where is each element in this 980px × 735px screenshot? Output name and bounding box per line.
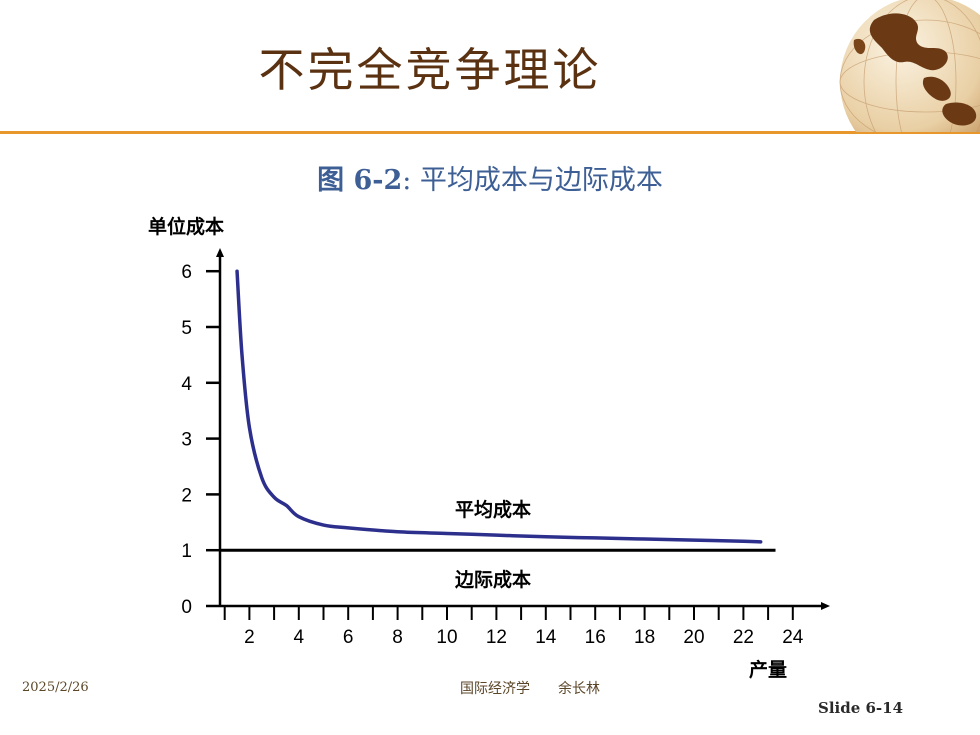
y-axis-arrow [216,248,224,257]
x-axis-arrow [821,602,830,610]
y-tick-label: 0 [181,597,192,618]
x-tick-label: 16 [585,627,606,648]
average-cost-label: 平均成本 [455,498,531,521]
y-tick-label: 1 [181,541,192,562]
x-tick-label: 8 [392,627,403,648]
x-tick-label: 20 [683,627,704,648]
figure-label: 图 6-2 [317,165,403,196]
x-tick-label: 6 [343,627,354,648]
footer-date: 2025/2/26 [22,680,89,695]
x-axis-label: 产量 [749,658,787,681]
x-tick-label: 12 [486,627,507,648]
x-tick-label: 2 [244,627,255,648]
average-cost-curve [235,269,763,544]
x-tick-label: 18 [634,627,655,648]
figure-title: 图 6-2: 平均成本与边际成本 [0,158,980,197]
x-tick-label: 4 [294,627,305,648]
slide-number: Slide 6-14 [818,699,904,717]
figure-caption: : 平均成本与边际成本 [402,165,663,196]
y-tick-label: 2 [181,485,192,506]
y-tick-label: 5 [181,318,192,339]
slide-title: 不完全竞争理论 [258,43,602,97]
x-tick-label: 22 [733,627,754,648]
y-tick-label: 6 [181,262,192,283]
y-tick-label: 3 [181,430,192,451]
footer-course: 国际经济学 余长林 [460,681,600,697]
title-divider [0,131,980,134]
x-tick-label: 24 [782,627,804,648]
y-tick-label: 4 [181,374,192,395]
marginal-cost-label: 边际成本 [454,568,531,591]
x-tick-label: 14 [535,627,557,648]
y-axis-label: 单位成本 [148,215,224,238]
x-tick-label: 10 [436,627,457,648]
globe-icon [839,0,980,132]
